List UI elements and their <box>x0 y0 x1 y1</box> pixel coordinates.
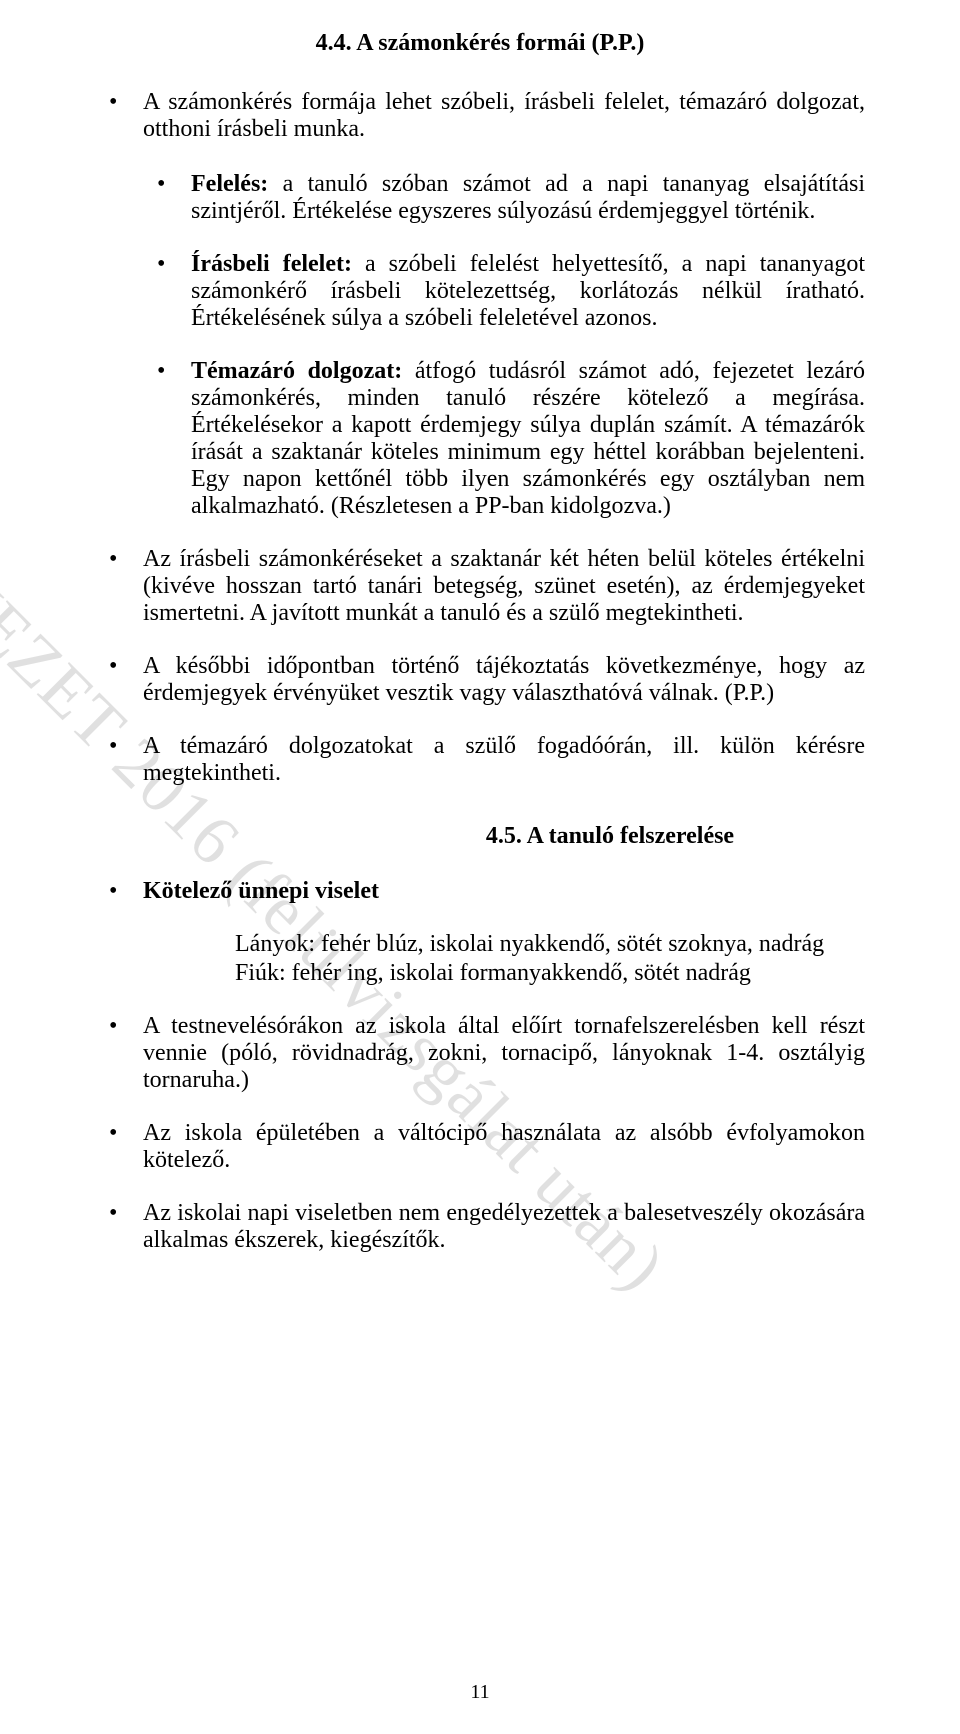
label-viselet: Kötelező ünnepi viselet <box>143 878 379 904</box>
intro-paragraph: A számonkérés formája lehet szóbeli, írá… <box>143 89 865 143</box>
outer-item-testneveles: A testnevelésórákon az iskola által előí… <box>95 1013 865 1094</box>
document-content: 4.4. A számonkérés formái (P.P.) A számo… <box>95 30 865 1254</box>
viselet-details: Lányok: fehér blúz, iskolai nyakkendő, s… <box>235 931 865 987</box>
inner-bullet-list: Felelés: a tanuló szóban számot ad a nap… <box>143 171 865 520</box>
viselet-fiuk: Fiúk: fehér ing, iskolai formanyakkendő,… <box>235 960 865 987</box>
label-temazaro: Témazáró dolgozat: <box>191 358 402 384</box>
inner-item-temazaro: Témazáró dolgozat: átfogó tudásról számo… <box>143 358 865 520</box>
outer-item-viselet: Kötelező ünnepi viselet <box>95 878 865 905</box>
heading-4-5: 4.5. A tanuló felszerelése <box>355 823 865 850</box>
outer-item-ekszerek: Az iskolai napi viseletben nem engedélye… <box>95 1200 865 1254</box>
label-feleles: Felelés: <box>191 171 268 197</box>
outer-item-valtocipo: Az iskola épületében a váltócipő használ… <box>95 1120 865 1174</box>
inner-item-feleles: Felelés: a tanuló szóban számot ad a nap… <box>143 171 865 225</box>
outer-bullet-list-viselet: Kötelező ünnepi viselet <box>95 878 865 905</box>
page-number: 11 <box>0 1681 960 1704</box>
text-feleles: a tanuló szóban számot ad a napi tananya… <box>191 171 865 224</box>
outer-item-ertekeles: Az írásbeli számonkéréseket a szaktanár … <box>95 546 865 627</box>
inner-item-irasbeli: Írásbeli felelet: a szóbeli felelést hel… <box>143 251 865 332</box>
outer-bullet-list-2: A testnevelésórákon az iskola által előí… <box>95 1013 865 1254</box>
outer-bullet-list-1: Az írásbeli számonkéréseket a szaktanár … <box>95 546 865 787</box>
label-irasbeli: Írásbeli felelet: <box>191 251 352 277</box>
heading-4-4: 4.4. A számonkérés formái (P.P.) <box>95 30 865 57</box>
viselet-lanyok: Lányok: fehér blúz, iskolai nyakkendő, s… <box>235 931 865 958</box>
outer-item-temazaro-megtekint: A témazáró dolgozatokat a szülő fogadóór… <box>95 733 865 787</box>
outer-item-kesobbi: A későbbi időpontban történő tájékoztatá… <box>95 653 865 707</box>
